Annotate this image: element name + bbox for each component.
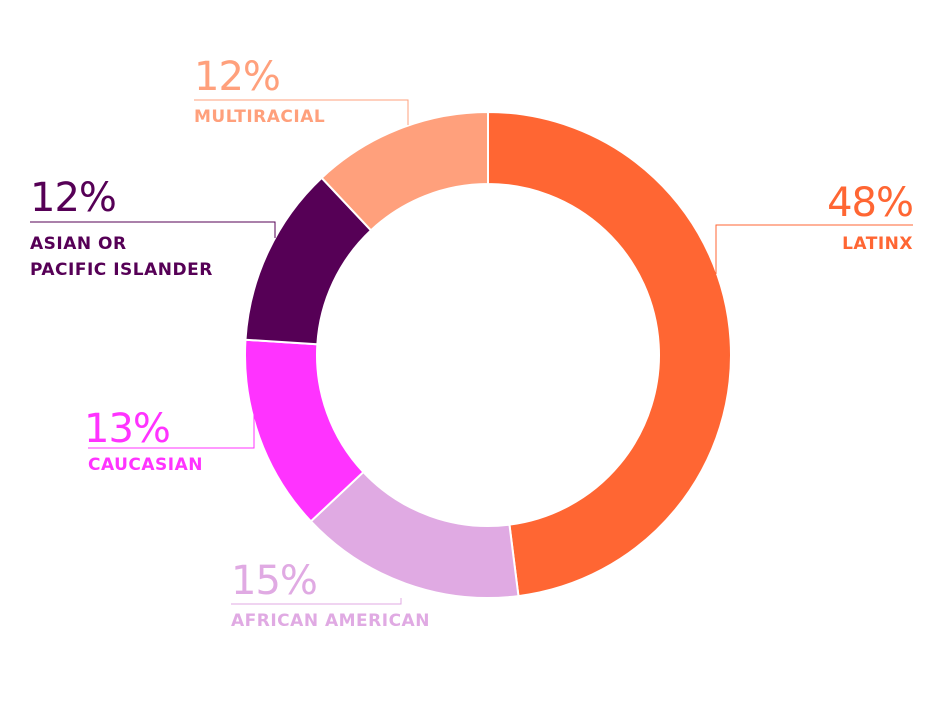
percent-label-multiracial: 12%: [194, 54, 280, 100]
leader-line-latinx: [715, 224, 913, 274]
percent-label-caucasian: 13%: [84, 406, 170, 452]
slice-labels: 48% LATINX 15% AFRICAN AMERICAN 13% CAUCASIAN…: [30, 54, 914, 631]
category-label-multiracial: MULTIRACIAL: [194, 107, 325, 127]
category-label-latinx: LATINX: [842, 234, 913, 254]
category-label-asian-or-pacific-islander-line-1: ASIAN OR: [30, 234, 127, 254]
leader-line-caucasian: [88, 396, 255, 449]
donut-slices: [244, 110, 732, 599]
percent-label-latinx: 48%: [827, 180, 913, 226]
slice-latinx: [487, 110, 732, 598]
category-label-asian-or-pacific-islander-line-2: PACIFIC ISLANDER: [30, 260, 213, 280]
category-label-african-american: AFRICAN AMERICAN: [231, 611, 430, 631]
category-label-caucasian: CAUCASIAN: [88, 455, 203, 475]
leader-lines: [30, 99, 913, 605]
leader-line-asian-or-pacific-islander: [30, 221, 276, 238]
percent-label-asian-or-pacific-islander: 12%: [30, 175, 116, 221]
leader-line-african-american: [231, 598, 402, 605]
slice-multiracial: [320, 110, 489, 232]
leader-line-multiracial: [194, 99, 409, 125]
percent-label-african-american: 15%: [231, 558, 317, 604]
